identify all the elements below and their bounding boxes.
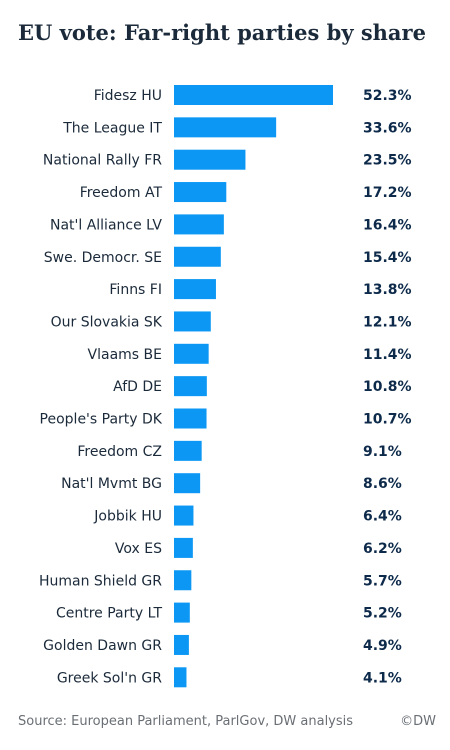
category-label: Nat'l Mvmt BG [61, 476, 162, 492]
bar [174, 537, 193, 558]
category-label: Nat'l Alliance LV [50, 217, 162, 233]
bar [174, 311, 211, 332]
bar [174, 376, 207, 397]
chart-title: EU vote: Far-right parties by share [18, 20, 426, 45]
bar [174, 634, 189, 655]
bar [174, 117, 277, 138]
category-label: Vox ES [115, 541, 162, 557]
category-label: Freedom CZ [77, 444, 162, 460]
value-label: 10.8% [363, 379, 412, 395]
value-label: 33.6% [363, 120, 412, 136]
bar [174, 246, 221, 267]
value-label: 13.8% [363, 282, 412, 298]
value-label: 5.7% [363, 573, 402, 589]
bar [174, 149, 246, 170]
category-label: Golden Dawn GR [43, 638, 162, 654]
bar [174, 279, 216, 300]
bar [174, 408, 207, 429]
category-label: Our Slovakia SK [51, 314, 163, 330]
category-label: Finns FI [109, 282, 162, 298]
value-label: 9.1% [363, 444, 402, 460]
bar [174, 667, 187, 688]
value-label: 4.1% [363, 670, 402, 686]
category-label: People's Party DK [40, 412, 163, 428]
bar [174, 602, 190, 623]
bar [174, 505, 194, 526]
bar [174, 440, 202, 461]
bar-chart: Fidesz HU 52.3% The League IT 33.6% National… [39, 85, 412, 688]
category-label: Vlaams BE [88, 347, 162, 363]
bar [174, 182, 227, 203]
category-label: Freedom AT [80, 185, 163, 201]
category-label: Fidesz HU [94, 88, 162, 104]
bar [174, 473, 201, 494]
category-label: Greek Sol'n GR [57, 670, 162, 686]
value-label: 6.4% [363, 509, 402, 525]
bar [174, 214, 224, 235]
dw-credit: ©DW [400, 714, 436, 729]
value-label: 23.5% [363, 153, 412, 169]
category-label: Human Shield GR [39, 573, 162, 589]
category-label: Swe. Democr. SE [44, 250, 162, 266]
value-label: 52.3% [363, 88, 412, 104]
bar [174, 570, 192, 591]
value-label: 5.2% [363, 606, 402, 622]
category-label: Jobbik HU [93, 509, 162, 525]
value-label: 6.2% [363, 541, 402, 557]
category-label: AfD DE [113, 379, 162, 395]
value-label: 17.2% [363, 185, 412, 201]
value-label: 8.6% [363, 476, 402, 492]
source-note: Source: European Parliament, ParlGov, DW… [18, 714, 354, 729]
value-label: 16.4% [363, 217, 412, 233]
value-label: 12.1% [363, 314, 412, 330]
category-label: The League IT [62, 120, 162, 136]
value-label: 11.4% [363, 347, 412, 363]
bar [174, 85, 333, 105]
value-label: 15.4% [363, 250, 412, 266]
bar [174, 343, 209, 364]
value-label: 10.7% [363, 412, 412, 428]
category-label: Centre Party LT [56, 606, 163, 622]
value-label: 4.9% [363, 638, 402, 654]
category-label: National Rally FR [43, 153, 162, 169]
